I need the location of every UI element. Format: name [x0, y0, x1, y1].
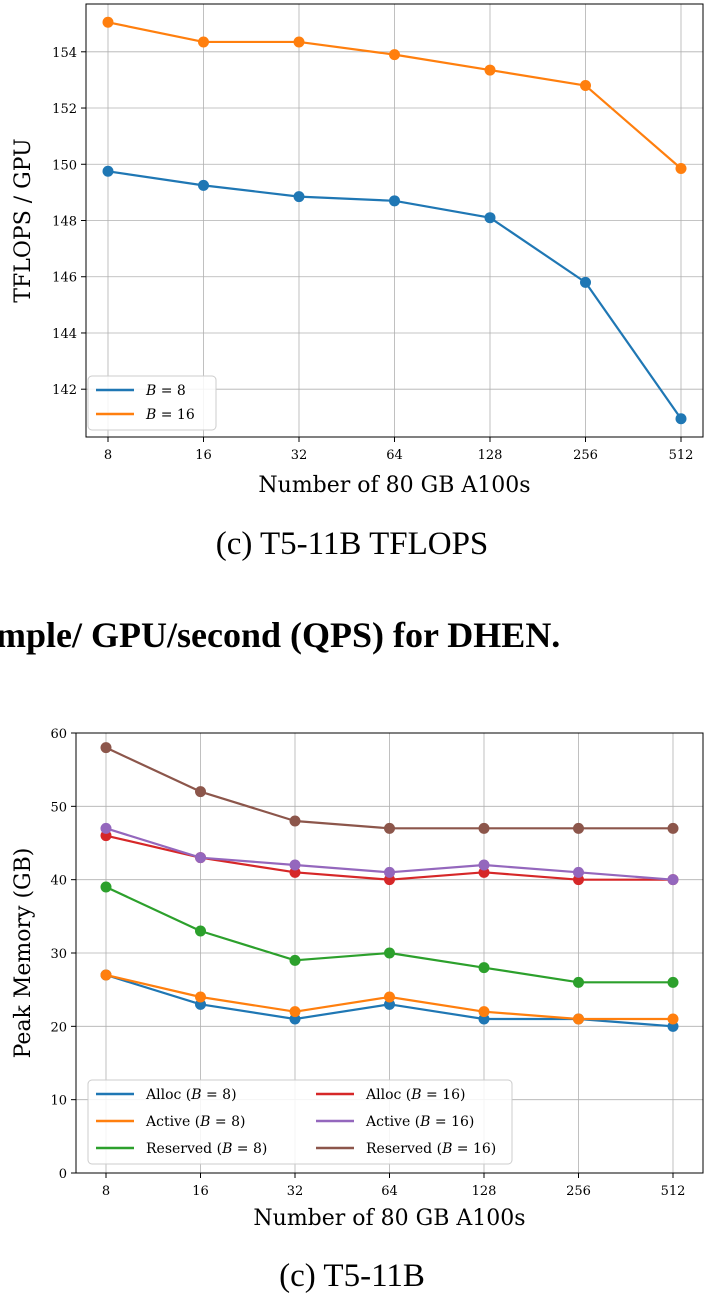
- legend-box: [87, 1079, 513, 1165]
- data-point: [667, 976, 679, 988]
- legend-entry: Reserved (B = 16): [366, 1141, 496, 1157]
- legend-entry: B = 16: [145, 407, 195, 423]
- legend: Alloc (B = 8) Active (B = 8) Reserved (B =…: [87, 1079, 513, 1165]
- data-point: [389, 49, 400, 61]
- y-tick-label: 144: [52, 327, 77, 342]
- data-point: [195, 991, 206, 1003]
- y-tick-label: 30: [50, 947, 67, 962]
- data-point: [573, 822, 584, 834]
- data-point: [573, 976, 584, 988]
- data-point: [102, 165, 114, 177]
- data-point: [667, 874, 679, 886]
- series-2: [100, 969, 679, 1025]
- y-tick-label: 150: [52, 158, 77, 173]
- data-point: [384, 866, 395, 878]
- data-point: [102, 16, 114, 28]
- y-tick-label: 148: [52, 215, 77, 230]
- y-tick-label: 20: [50, 1020, 67, 1035]
- legend-entry: Alloc (B = 16): [365, 1087, 465, 1103]
- x-tick-label: 256: [566, 1184, 591, 1199]
- x-tick-label: 16: [195, 448, 212, 463]
- data-point: [100, 969, 112, 981]
- y-tick-label: 0: [59, 1167, 67, 1182]
- series-6: [100, 742, 679, 834]
- data-point: [478, 1006, 490, 1018]
- data-point: [484, 64, 496, 76]
- y-tick-label: 146: [52, 271, 77, 286]
- y-tick-label: 10: [50, 1094, 67, 1109]
- y-tick-label: 60: [50, 727, 67, 742]
- data-point: [293, 36, 305, 48]
- data-point: [293, 191, 305, 203]
- legend-entry: Reserved (B = 8): [146, 1141, 267, 1157]
- y-tick-label: 154: [52, 46, 77, 61]
- x-tick-label: 128: [472, 1184, 497, 1199]
- legend-entry: Active (B = 8): [145, 1114, 245, 1130]
- data-point: [478, 859, 490, 871]
- x-tick-label: 8: [104, 448, 112, 463]
- data-point: [573, 866, 584, 878]
- y-axis-label: Peak Memory (GB): [11, 848, 36, 1059]
- data-point: [198, 36, 209, 48]
- legend-entry: Active (B = 16): [365, 1114, 474, 1130]
- y-tick-label: 40: [50, 874, 67, 889]
- data-point: [289, 815, 301, 827]
- series-5: [100, 822, 679, 886]
- data-point: [675, 413, 687, 425]
- y-tick-label: 142: [52, 383, 77, 398]
- data-point: [289, 954, 301, 966]
- y-tick-label: 50: [50, 800, 67, 815]
- data-point: [667, 1013, 679, 1025]
- data-point: [478, 822, 490, 834]
- y-tick-label: 152: [52, 102, 77, 117]
- data-point: [384, 822, 395, 834]
- chart1-caption: (c) T5-11B TFLOPS: [215, 526, 489, 562]
- section-heading-fragment: mple/ GPU/second (QPS) for DHEN.: [0, 615, 561, 655]
- data-point: [289, 859, 301, 871]
- x-axis-label: Number of 80 GB A100s: [253, 1206, 525, 1231]
- x-tick-label: 64: [381, 1184, 398, 1199]
- legend-entry: B = 8: [145, 383, 186, 399]
- data-point: [478, 962, 490, 974]
- data-point: [580, 80, 591, 92]
- data-point: [384, 991, 395, 1003]
- data-point: [195, 786, 206, 798]
- data-point: [100, 822, 112, 834]
- y-axis-label: TFLOPS / GPU: [11, 138, 36, 302]
- data-point: [389, 195, 400, 207]
- x-tick-label: 8: [102, 1184, 110, 1199]
- data-point: [573, 1013, 584, 1025]
- chart2-caption: (c) T5-11B: [279, 1258, 425, 1294]
- chart-2: 8 16 32 64 128 256 512 0 10 20 30 40 50 60 Number of 8…: [11, 727, 704, 1231]
- x-tick-label: 32: [291, 448, 308, 463]
- data-point: [675, 162, 687, 174]
- x-tick-label: 64: [386, 448, 403, 463]
- series-1: [102, 165, 687, 425]
- x-tick-label: 512: [669, 448, 694, 463]
- legend: B = 8 B = 16: [87, 375, 217, 431]
- data-point: [195, 852, 206, 864]
- data-point: [580, 276, 591, 288]
- data-point: [384, 947, 395, 959]
- chart-1: 8 16 32 64 128 256 512 142 144 146 148 150 152 154 Num…: [11, 3, 704, 498]
- x-tick-label: 256: [573, 448, 598, 463]
- data-point: [484, 212, 496, 224]
- x-tick-label: 128: [478, 448, 503, 463]
- data-point: [100, 742, 112, 754]
- x-tick-label: 512: [661, 1184, 686, 1199]
- x-tick-label: 32: [287, 1184, 304, 1199]
- x-tick-label: 16: [192, 1184, 209, 1199]
- x-axis-label: Number of 80 GB A100s: [258, 473, 530, 498]
- series-2: [102, 16, 687, 174]
- legend-entry: Alloc (B = 8): [145, 1087, 237, 1103]
- data-point: [195, 925, 206, 937]
- data-point: [289, 1006, 301, 1018]
- series-3: [100, 881, 679, 988]
- data-point: [100, 881, 112, 893]
- data-point: [667, 822, 679, 834]
- data-point: [198, 179, 209, 191]
